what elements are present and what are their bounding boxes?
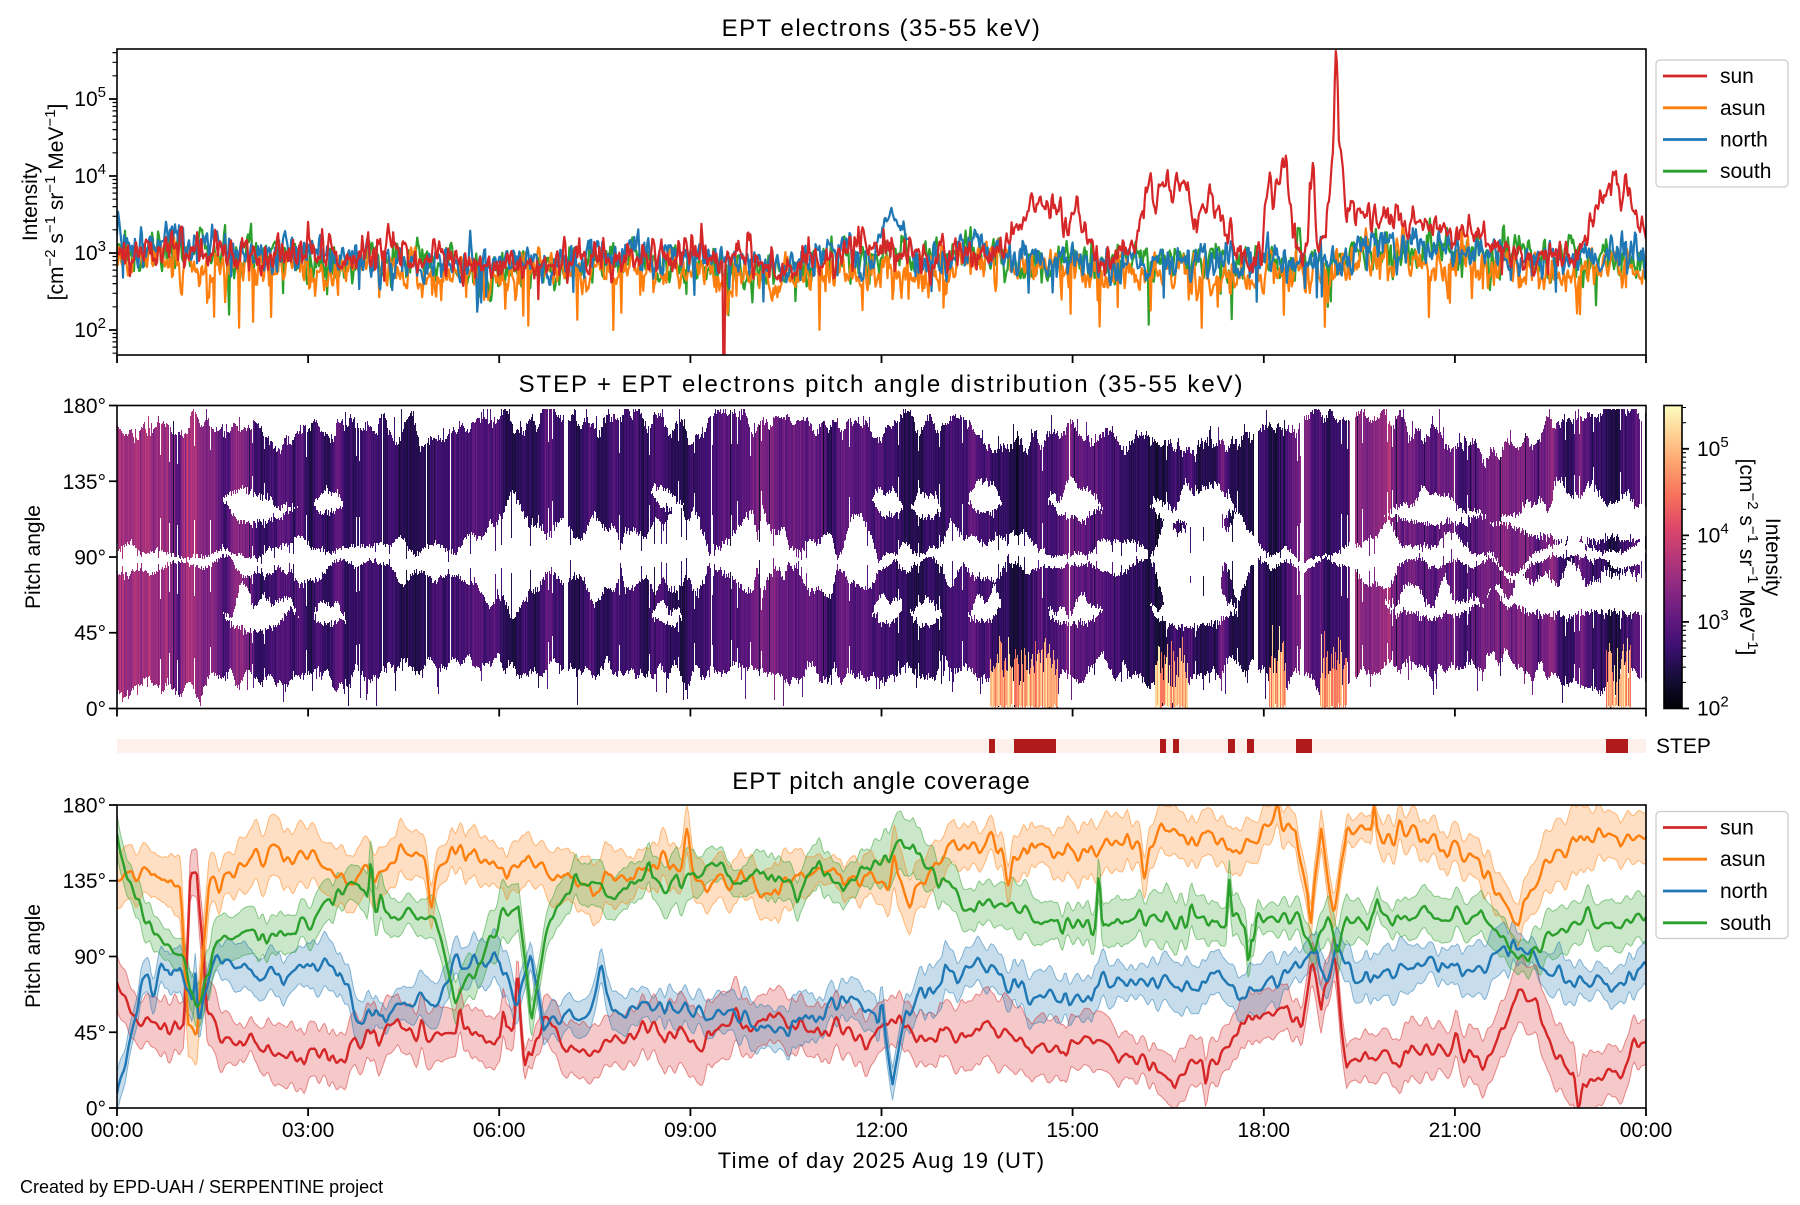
svg-text:21:00: 21:00 bbox=[1429, 1119, 1482, 1142]
svg-text:09:00: 09:00 bbox=[664, 1119, 717, 1142]
svg-text:90°: 90° bbox=[74, 547, 106, 570]
svg-text:south: south bbox=[1720, 912, 1771, 935]
svg-text:0°: 0° bbox=[86, 698, 106, 721]
svg-text:[cm−2 s−1 sr−1 MeV−1]: [cm−2 s−1 sr−1 MeV−1] bbox=[1735, 459, 1762, 656]
svg-text:135°: 135° bbox=[63, 471, 106, 494]
svg-text:Intensity: Intensity bbox=[1761, 518, 1784, 597]
svg-text:102: 102 bbox=[74, 315, 106, 342]
svg-text:Pitch angle: Pitch angle bbox=[22, 505, 45, 609]
svg-text:EPT electrons (35-55 keV): EPT electrons (35-55 keV) bbox=[722, 15, 1042, 42]
svg-text:STEP: STEP bbox=[1656, 735, 1711, 758]
svg-text:sun: sun bbox=[1720, 817, 1754, 840]
svg-text:15:00: 15:00 bbox=[1046, 1119, 1099, 1142]
svg-text:180°: 180° bbox=[63, 795, 106, 818]
svg-text:Time of day 2025 Aug 19 (UT): Time of day 2025 Aug 19 (UT) bbox=[718, 1148, 1046, 1173]
svg-text:EPT pitch angle coverage: EPT pitch angle coverage bbox=[732, 768, 1030, 795]
svg-text:south: south bbox=[1720, 160, 1771, 183]
svg-text:180°: 180° bbox=[63, 395, 106, 418]
svg-text:Intensity: Intensity bbox=[19, 162, 42, 241]
svg-text:[cm−2 s−1 sr−1 MeV−1]: [cm−2 s−1 sr−1 MeV−1] bbox=[42, 104, 69, 301]
svg-text:06:00: 06:00 bbox=[473, 1119, 526, 1142]
svg-text:00:00: 00:00 bbox=[91, 1119, 144, 1142]
svg-text:sun: sun bbox=[1720, 65, 1754, 88]
svg-text:north: north bbox=[1720, 129, 1768, 152]
svg-text:asun: asun bbox=[1720, 97, 1766, 120]
svg-text:12:00: 12:00 bbox=[855, 1119, 908, 1142]
svg-text:18:00: 18:00 bbox=[1238, 1119, 1291, 1142]
svg-text:Created by EPD-UAH / SERPENTIN: Created by EPD-UAH / SERPENTINE project bbox=[20, 1177, 383, 1197]
svg-text:0°: 0° bbox=[86, 1098, 106, 1121]
svg-text:135°: 135° bbox=[63, 870, 106, 893]
svg-text:00:00: 00:00 bbox=[1620, 1119, 1673, 1142]
svg-text:STEP + EPT electrons pitch ang: STEP + EPT electrons pitch angle distrib… bbox=[519, 371, 1245, 398]
svg-text:Pitch angle: Pitch angle bbox=[22, 904, 45, 1008]
svg-text:90°: 90° bbox=[74, 946, 106, 969]
svg-text:03:00: 03:00 bbox=[282, 1119, 335, 1142]
svg-text:105: 105 bbox=[74, 84, 106, 111]
svg-text:north: north bbox=[1720, 880, 1768, 903]
svg-text:45°: 45° bbox=[74, 1022, 106, 1045]
svg-text:asun: asun bbox=[1720, 848, 1766, 871]
svg-text:45°: 45° bbox=[74, 622, 106, 645]
